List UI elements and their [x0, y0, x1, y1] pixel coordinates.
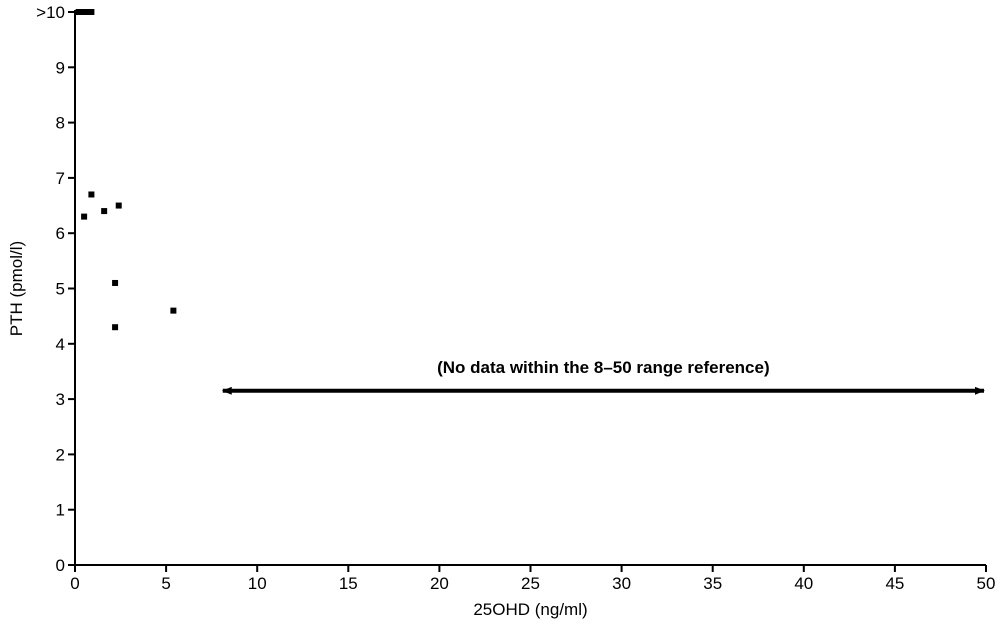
x-tick-label: 20: [430, 574, 449, 593]
data-point: [101, 208, 108, 215]
data-point: [88, 9, 95, 15]
y-tick-label: 1: [56, 501, 65, 520]
y-tick-label: 9: [56, 58, 65, 77]
data-point: [81, 213, 88, 220]
range-annotation-text: (No data within the 8–50 range reference…: [437, 358, 770, 377]
data-points: [75, 9, 177, 331]
x-tick-label: 50: [977, 574, 996, 593]
x-tick-label: 0: [70, 574, 79, 593]
data-point: [170, 307, 177, 314]
data-point: [88, 191, 95, 198]
data-point: [75, 9, 82, 15]
data-point: [112, 324, 119, 331]
x-tick-label: 5: [161, 574, 170, 593]
y-tick-label: 7: [56, 169, 65, 188]
y-tick-label: 6: [56, 224, 65, 243]
y-tick-label: 0: [56, 556, 65, 575]
y-tick-label: 2: [56, 445, 65, 464]
y-tick-label: 8: [56, 114, 65, 133]
x-tick-label: 35: [703, 574, 722, 593]
data-point: [112, 279, 119, 286]
x-tick-label: 30: [612, 574, 631, 593]
y-tick-label: 3: [56, 390, 65, 409]
x-tick-label: 25: [521, 574, 540, 593]
x-axis-title: 25OHD (ng/ml): [473, 600, 587, 619]
y-axis-ticks: 0 1 2 3 4 5 6 7 8 9 >10: [36, 3, 75, 575]
axes: [74, 10, 986, 566]
x-tick-label: 40: [794, 574, 813, 593]
y-tick-label: 4: [56, 335, 65, 354]
data-point: [115, 202, 122, 209]
y-tick-label: >10: [36, 3, 65, 22]
x-axis-ticks: 0 5 10 15 20 25 30 35 40 45 50: [70, 565, 995, 593]
y-axis-title: PTH (pmol/l): [7, 241, 26, 336]
x-tick-label: 45: [885, 574, 904, 593]
x-tick-label: 10: [248, 574, 267, 593]
data-point: [81, 9, 88, 15]
x-tick-label: 15: [339, 574, 358, 593]
y-tick-label: 5: [56, 280, 65, 299]
range-annotation: (No data within the 8–50 range reference…: [221, 358, 985, 395]
